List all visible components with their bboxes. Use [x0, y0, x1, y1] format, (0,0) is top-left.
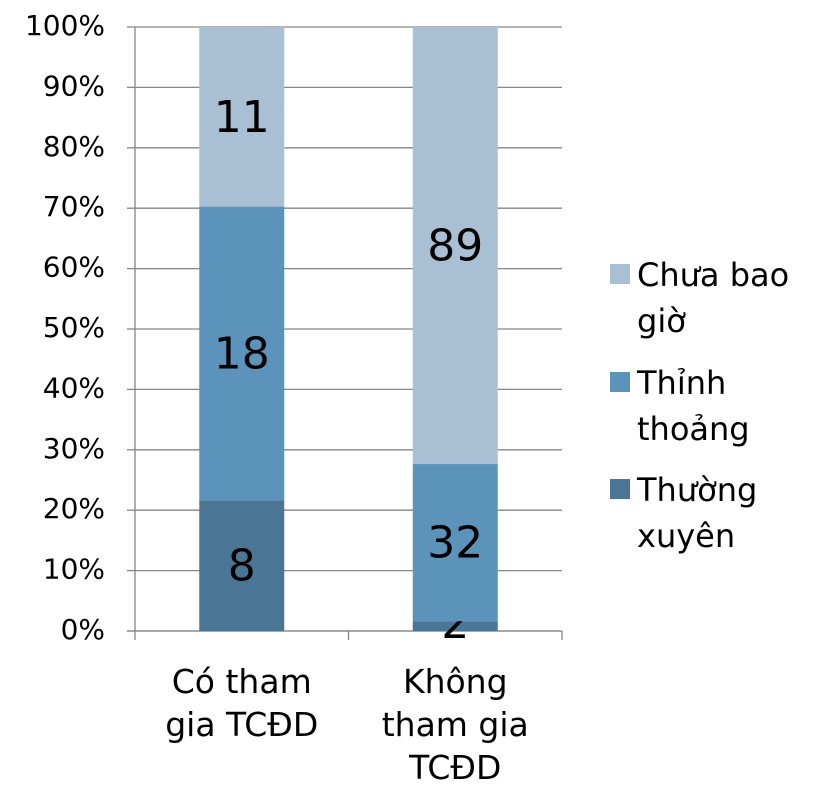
data-label: 32	[427, 518, 483, 569]
data-label: 8	[228, 541, 256, 592]
y-tick-label: 0%	[61, 613, 105, 646]
x-tick-label: Không tham gia TCĐD	[381, 662, 529, 786]
data-label: 89	[427, 221, 483, 272]
data-label: 11	[214, 92, 270, 143]
data-label: 18	[214, 328, 270, 379]
y-tick-label: 60%	[43, 251, 105, 284]
legend-label: Chưa bao giờ	[637, 256, 790, 340]
bar-segment	[199, 500, 285, 631]
bar-segment	[412, 464, 498, 622]
bar-segment	[412, 621, 498, 631]
legend-label: Thỉnh thoảng	[637, 364, 750, 448]
bar-segment	[199, 206, 285, 501]
legend-label: Thường xuyên	[637, 471, 758, 555]
y-tick-label: 30%	[43, 432, 105, 465]
bar-segment	[412, 27, 498, 465]
x-tick-label: Có tham gia TCĐD	[165, 662, 319, 744]
y-tick-label: 40%	[43, 371, 105, 404]
y-tick-label: 20%	[43, 492, 105, 525]
legend-swatch	[610, 479, 630, 499]
legend-swatch	[610, 264, 630, 284]
y-tick-label: 90%	[43, 69, 105, 102]
y-tick-label: 50%	[43, 311, 105, 344]
y-tick-label: 100%	[25, 9, 105, 42]
y-tick-label: 70%	[43, 190, 105, 223]
y-tick-label: 80%	[43, 130, 105, 163]
legend-swatch	[610, 372, 630, 392]
bar-segment	[199, 27, 285, 207]
y-tick-label: 10%	[43, 553, 105, 586]
